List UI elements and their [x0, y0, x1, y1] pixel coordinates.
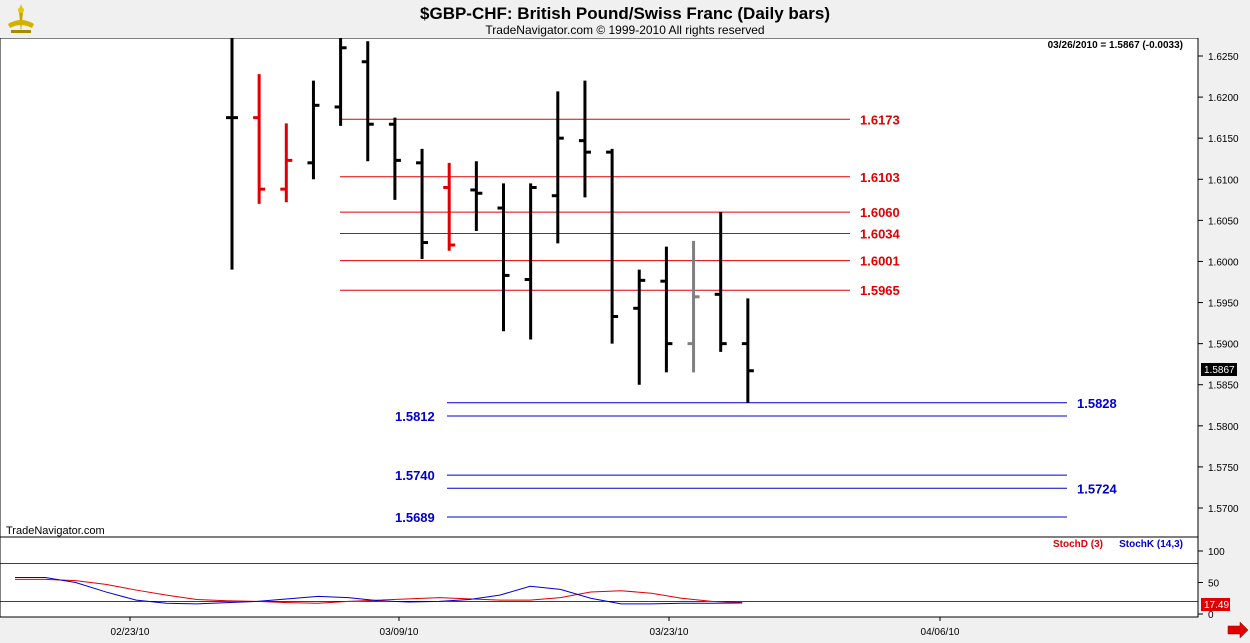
price-axis-label: 1.5700 [1208, 504, 1239, 515]
chart-header: $GBP-CHF: British Pound/Swiss Franc (Dai… [0, 0, 1250, 38]
price-axis-label: 1.6200 [1208, 93, 1239, 104]
resistance-level-label: 1.6034 [860, 227, 901, 242]
stoch-d-line [15, 578, 743, 604]
support-level-label: 1.5828 [1077, 396, 1117, 411]
price-axis-label: 1.6250 [1208, 52, 1239, 63]
support-level-label: 1.5724 [1077, 481, 1118, 496]
date-axis-label: 02/23/10 [111, 627, 150, 638]
support-level-label: 1.5689 [395, 510, 435, 525]
chart-title: $GBP-CHF: British Pound/Swiss Franc (Dai… [420, 4, 830, 23]
price-axis-label: 1.6000 [1208, 257, 1239, 268]
resistance-level-label: 1.6001 [860, 254, 900, 269]
date-axis-label: 03/23/10 [650, 627, 689, 638]
stoch-d-legend: StochD (3) [1053, 539, 1103, 550]
resistance-level-label: 1.6103 [860, 170, 900, 185]
resistance-level-label: 1.6060 [860, 205, 900, 220]
price-axis-label: 1.5950 [1208, 299, 1239, 310]
date-axis-label: 04/06/10 [921, 627, 960, 638]
price-axis-label: 1.5750 [1208, 463, 1239, 474]
last-value-caption: 03/26/2010 = 1.5867 (-0.0033) [1048, 40, 1183, 51]
last-price-tag-bg [1201, 363, 1237, 376]
stoch-value-tag: 17.49 [1204, 600, 1229, 611]
date-axis-label: 03/09/10 [380, 627, 419, 638]
stoch-k-line [15, 576, 743, 605]
price-axis-label: 1.5900 [1208, 340, 1239, 351]
support-level-label: 1.5812 [395, 409, 435, 424]
trade-navigator-logo-icon [8, 4, 34, 33]
resistance-level-label: 1.6173 [860, 112, 900, 127]
stoch-axis-label: 100 [1208, 547, 1225, 558]
support-level-label: 1.5740 [395, 468, 435, 483]
stoch-axis-label: 0 [1208, 610, 1214, 621]
last-price-tag: 1.5867 [1204, 365, 1235, 376]
stoch-axis-label: 50 [1208, 579, 1220, 590]
stoch-k-legend: StochK (14,3) [1119, 539, 1183, 550]
resistance-level-label: 1.5965 [860, 283, 900, 298]
price-axis-label: 1.6050 [1208, 216, 1239, 227]
stoch-plot-area [0, 536, 1199, 618]
price-axis-label: 1.5800 [1208, 422, 1239, 433]
price-plot-area [0, 37, 1199, 538]
price-axis-label: 1.6100 [1208, 175, 1239, 186]
price-axis-label: 1.5850 [1208, 381, 1239, 392]
scroll-right-arrow-icon[interactable] [1227, 621, 1249, 639]
price-axis-label: 1.6150 [1208, 134, 1239, 145]
stoch-value-tag-bg [1201, 598, 1230, 611]
watermark: TradeNavigator.com [6, 525, 105, 537]
chart-subtitle: TradeNavigator.com © 1999-2010 All right… [485, 23, 765, 37]
